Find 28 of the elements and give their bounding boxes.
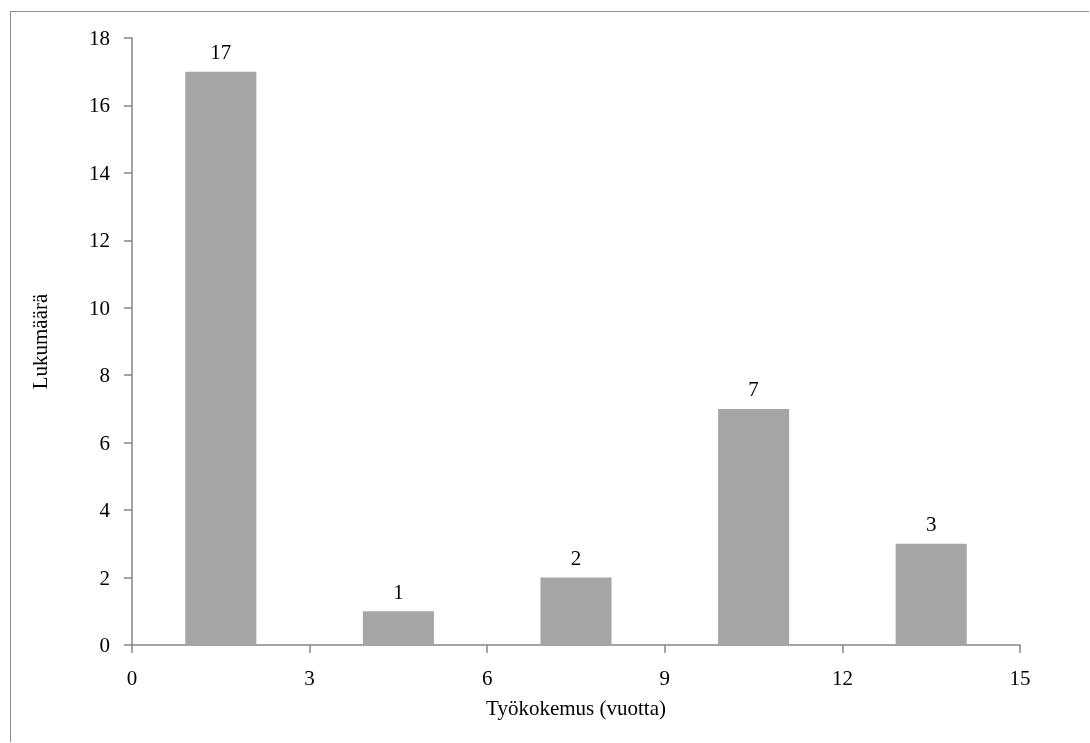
y-tick-label: 4 xyxy=(99,498,111,523)
data-label: 1 xyxy=(393,579,404,604)
x-tick-label: 12 xyxy=(831,665,853,690)
x-tick-label: 0 xyxy=(126,665,138,690)
y-tick-label: 18 xyxy=(89,26,110,50)
bar xyxy=(895,543,967,645)
x-tick-label: 9 xyxy=(659,665,671,690)
bar xyxy=(362,611,434,645)
y-axis-title: Lukumäärä xyxy=(27,293,52,390)
y-tick-label: 8 xyxy=(99,363,110,388)
y-tick-label: 10 xyxy=(89,295,110,320)
y-tick-label: 12 xyxy=(89,228,110,253)
y-tick-label: 2 xyxy=(99,565,110,590)
y-tick-label: 6 xyxy=(99,430,110,455)
x-tick-label: 6 xyxy=(481,665,493,690)
y-tick-label: 14 xyxy=(89,160,111,185)
x-tick-label: 15 xyxy=(1009,665,1031,690)
data-label: 7 xyxy=(748,377,759,402)
bar xyxy=(185,71,257,645)
data-label: 2 xyxy=(570,546,582,571)
bar xyxy=(718,408,790,645)
x-axis-title: Työkokemus (vuotta) xyxy=(486,695,666,720)
data-label: 3 xyxy=(925,512,937,537)
y-tick-label: 0 xyxy=(99,633,110,657)
bar xyxy=(540,577,612,645)
data-label: 17 xyxy=(210,40,232,65)
x-tick-label: 3 xyxy=(304,665,315,690)
y-tick-label: 16 xyxy=(89,93,110,118)
